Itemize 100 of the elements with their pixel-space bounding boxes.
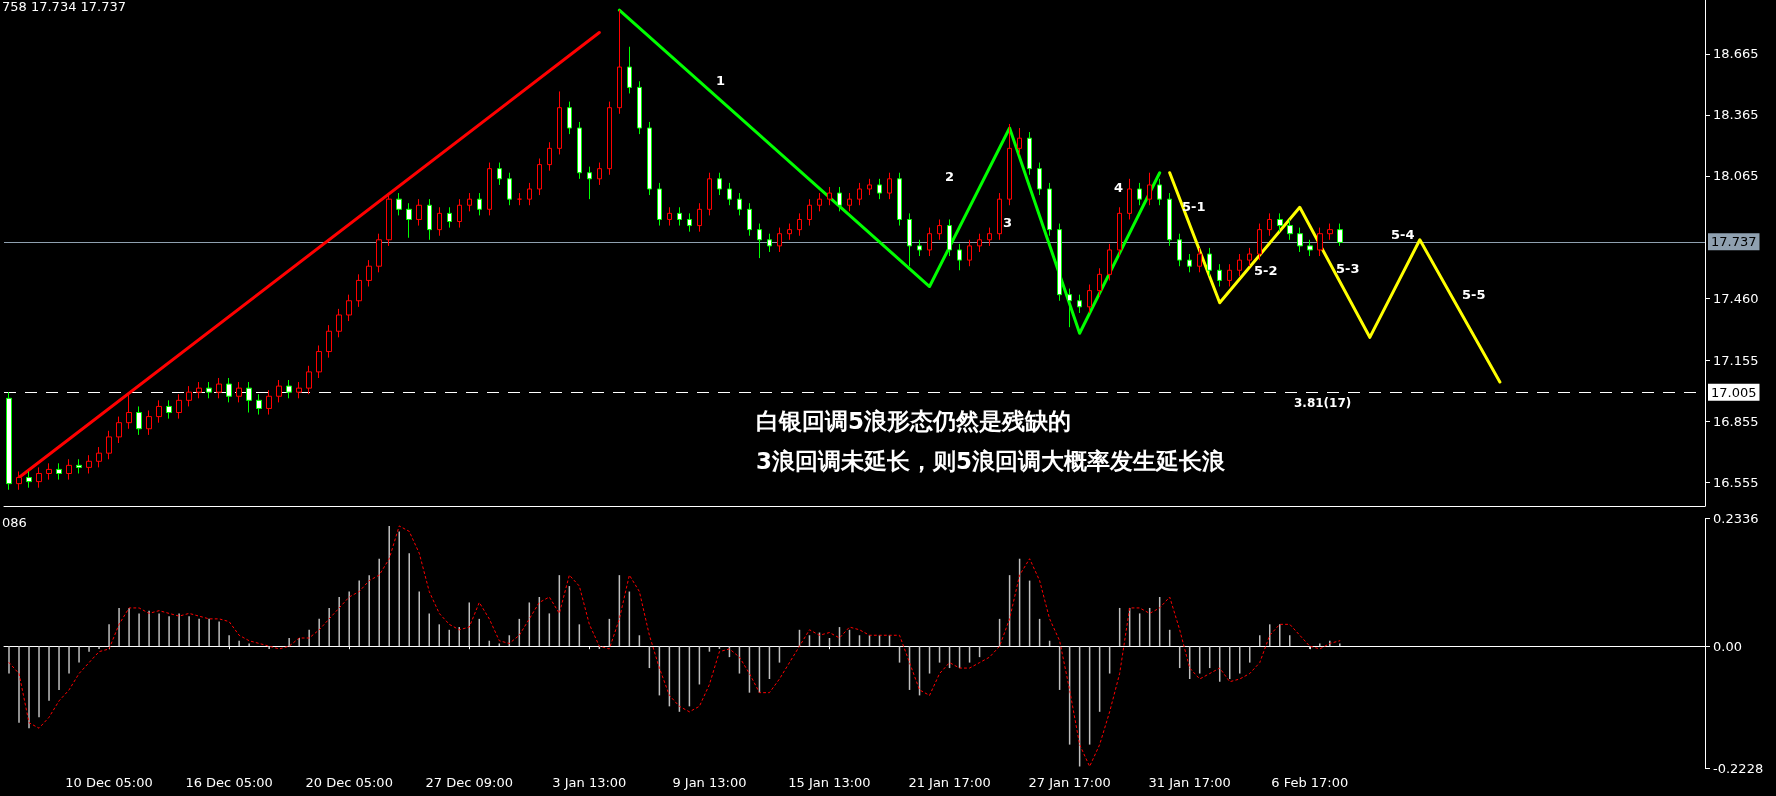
candlestick	[1147, 172, 1152, 206]
candlestick	[447, 206, 452, 229]
x-tick-label: 20 Dec 05:00	[305, 775, 393, 790]
candlestick	[707, 172, 712, 216]
candlestick	[777, 227, 782, 253]
y-tick-label: -0.2228	[1713, 760, 1764, 776]
candlestick	[66, 458, 72, 481]
candlestick	[406, 202, 412, 239]
candlestick	[507, 172, 512, 206]
candlestick	[1207, 247, 1212, 277]
candlestick	[1067, 288, 1072, 328]
candlestick	[1217, 263, 1222, 288]
candlestick	[1237, 253, 1242, 277]
x-tick-label: 9 Jan 13:00	[672, 775, 747, 790]
y-tick-label: 0.00	[1713, 638, 1742, 654]
candlestick	[1077, 294, 1082, 314]
candlestick	[457, 198, 462, 229]
candlestick	[1177, 233, 1182, 267]
annotation: 3.81(17)	[1294, 396, 1352, 410]
candlestick	[437, 206, 442, 237]
candlestick	[597, 162, 602, 186]
candlestick	[166, 399, 172, 420]
x-tick-label: 27 Dec 09:00	[425, 775, 513, 790]
y-tick-label: 18.065	[1713, 168, 1759, 184]
candlestick	[336, 308, 342, 338]
annotation: 758 17.734 17.737	[2, 0, 127, 14]
candlestick	[1107, 243, 1112, 281]
candlestick	[1037, 162, 1042, 196]
candlestick	[1087, 284, 1092, 314]
candlestick	[807, 198, 812, 227]
annotation: 086	[2, 515, 27, 530]
candlestick	[967, 239, 972, 267]
candlestick	[1277, 212, 1283, 233]
candlestick	[296, 381, 302, 399]
candlestick	[1317, 227, 1323, 257]
candlestick	[236, 381, 242, 403]
candlestick	[477, 192, 482, 216]
candlestick	[1247, 247, 1252, 267]
candlestick	[76, 458, 82, 474]
candlestick	[587, 166, 592, 200]
candlestick	[416, 198, 422, 227]
candlestick	[617, 9, 622, 115]
candlestick	[136, 405, 142, 436]
candlestick	[827, 186, 832, 206]
y-tick-label: 18.365	[1713, 107, 1759, 123]
candlestick	[266, 389, 272, 416]
annotation: 3	[1003, 215, 1013, 230]
candlestick	[1287, 218, 1293, 241]
candlestick	[1137, 182, 1142, 206]
x-tick-label: 31 Jan 17:00	[1148, 775, 1231, 790]
candlestick	[1297, 227, 1303, 253]
candlestick	[667, 206, 672, 227]
annotation: 2	[945, 169, 955, 184]
x-tick-label: 16 Dec 05:00	[185, 775, 273, 790]
candlestick	[1267, 212, 1272, 237]
annotation: 白银回调5浪形态仍然是残缺的	[756, 407, 1072, 434]
candlestick	[216, 377, 222, 399]
x-tick-label: 21 Jan 17:00	[908, 775, 991, 790]
candlestick	[997, 192, 1002, 241]
candlestick	[1307, 239, 1313, 257]
ref-line-label: 17.005	[1711, 384, 1757, 400]
candlestick	[46, 462, 52, 481]
candlestick	[637, 80, 642, 135]
candlestick	[376, 233, 382, 273]
annotation: 5-1	[1182, 199, 1206, 214]
candlestick	[527, 182, 532, 206]
candlestick	[316, 344, 322, 379]
x-tick-label: 6 Feb 17:00	[1271, 775, 1349, 790]
annotation: 1	[716, 73, 726, 88]
x-tick-label: 3 Jan 13:00	[552, 775, 627, 790]
line-series	[1168, 171, 1502, 384]
candlestick	[647, 121, 652, 196]
candlestick	[1167, 192, 1172, 247]
candlestick	[847, 192, 852, 212]
candlestick	[196, 381, 202, 399]
candlestick	[547, 141, 552, 172]
candlestick	[156, 399, 162, 424]
candlestick	[396, 192, 402, 216]
candlestick	[366, 259, 372, 288]
candlestick	[176, 393, 182, 420]
y-tick-label: 16.855	[1713, 414, 1759, 430]
candlestick	[1007, 123, 1012, 206]
candlestick	[1047, 182, 1052, 237]
y-tick-label: 17.460	[1713, 291, 1759, 307]
candlestick	[697, 202, 702, 233]
candlestick	[887, 172, 892, 200]
candlestick	[677, 206, 682, 227]
candlestick	[96, 446, 102, 468]
candlestick	[106, 430, 112, 460]
candlestick	[1257, 223, 1262, 261]
candlestick	[857, 182, 862, 206]
candlestick	[517, 192, 522, 206]
candlestick	[56, 462, 62, 481]
candlestick	[867, 178, 872, 196]
candlestick	[877, 178, 882, 200]
candlestick	[1337, 223, 1343, 247]
candlestick	[1197, 247, 1202, 273]
candlestick	[607, 101, 612, 176]
candlestick	[717, 172, 722, 196]
candlestick	[1017, 127, 1022, 155]
